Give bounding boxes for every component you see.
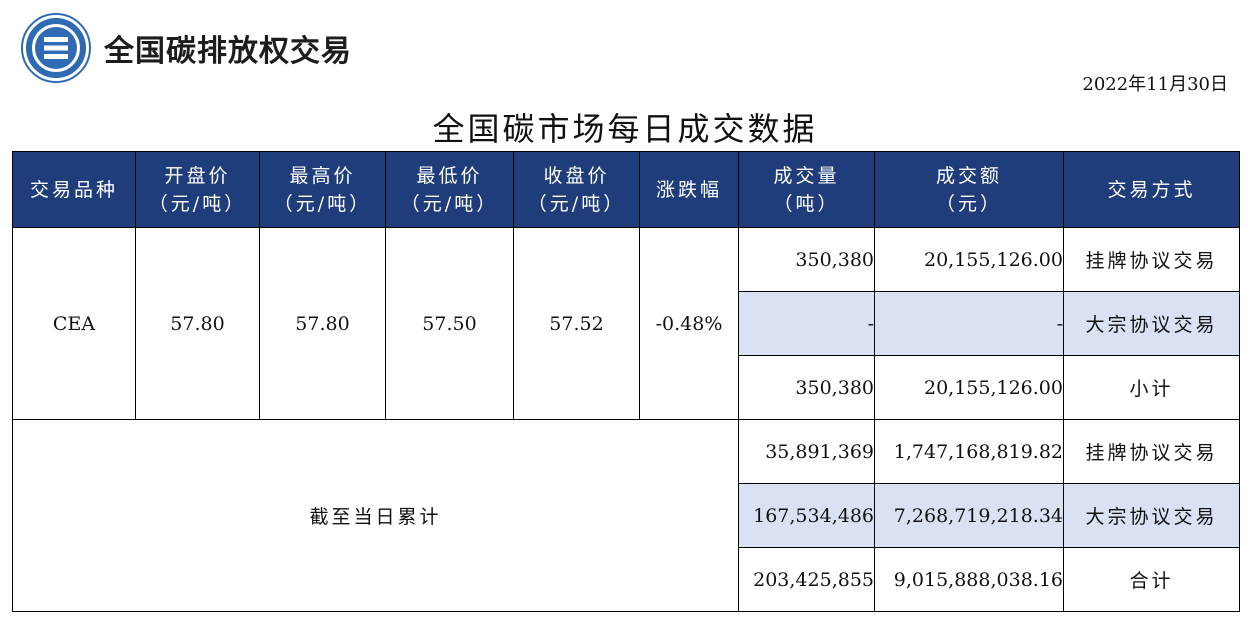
- method-cell: 合计: [1063, 547, 1240, 612]
- header-method: 交易方式: [1063, 151, 1240, 228]
- header-low: 最低价 （元/吨）: [385, 151, 514, 228]
- report-date: 2022年11月30日: [1082, 74, 1228, 95]
- amount-cell: 1,747,168,819.82: [874, 419, 1064, 484]
- amount-cell: 9,015,888,038.16: [874, 547, 1064, 612]
- org-name: 全国碳排放权交易: [104, 34, 352, 69]
- volume-cell: 35,891,369: [738, 419, 875, 484]
- amount-cell: 7,268,719,218.34: [874, 483, 1064, 548]
- volume-cell: 350,380: [738, 227, 875, 292]
- table-row: 167,534,486 7,268,719,218.34 大宗协议交易: [13, 483, 1240, 548]
- cumulative-label: 截至当日累计: [12, 419, 739, 612]
- volume-cell: 350,380: [738, 355, 875, 420]
- high-price: 57.80: [259, 227, 386, 420]
- table-row: 203,425,855 9,015,888,038.16 合计: [13, 547, 1240, 612]
- table-row: 截至当日累计 35,891,369 1,747,168,819.82 挂牌协议交…: [12, 419, 1240, 612]
- volume-cell: 203,425,855: [738, 547, 875, 612]
- price-change: -0.48%: [639, 227, 739, 420]
- close-price: 57.52: [513, 227, 640, 420]
- trading-data-table: 交易品种 开盘价 （元/吨） 最高价 （元/吨） 最低价 （元/吨） 收盘价 （元/吨）…: [12, 151, 1240, 612]
- page-title: 全国碳市场每日成交数据: [432, 110, 818, 148]
- method-cell: 挂牌协议交易: [1063, 419, 1240, 484]
- volume-cell: 167,534,486: [738, 483, 875, 548]
- volume-cell: -: [738, 291, 875, 356]
- method-cell: 大宗协议交易: [1063, 291, 1240, 356]
- header-row: 交易品种 开盘价 （元/吨） 最高价 （元/吨） 最低价 （元/吨） 收盘价 （元/吨）…: [12, 151, 1240, 228]
- amount-cell: 20,155,126.00: [874, 355, 1064, 420]
- amount-cell: 20,155,126.00: [874, 227, 1064, 292]
- cets-logo-icon: [21, 13, 91, 83]
- table-row: - - 大宗协议交易: [13, 291, 1240, 356]
- method-cell: 大宗协议交易: [1063, 483, 1240, 548]
- method-cell: 小计: [1063, 355, 1240, 420]
- amount-cell: -: [874, 291, 1064, 356]
- header-volume: 成交量 （吨）: [738, 151, 875, 228]
- table-row: 350,380 20,155,126.00 小计: [13, 355, 1240, 420]
- logo: 全国碳排放权交易: [20, 12, 352, 84]
- header-open: 开盘价 （元/吨）: [135, 151, 260, 228]
- header-amount: 成交额 （元）: [874, 151, 1064, 228]
- header-high: 最高价 （元/吨）: [259, 151, 386, 228]
- header-close: 收盘价 （元/吨）: [513, 151, 640, 228]
- low-price: 57.50: [385, 227, 514, 420]
- table-row: CEA 57.80 57.80 57.50 57.52 -0.48% 350,3…: [12, 227, 1240, 420]
- method-cell: 挂牌协议交易: [1063, 227, 1240, 292]
- header-change: 涨跌幅: [639, 151, 739, 228]
- open-price: 57.80: [135, 227, 260, 420]
- header-product: 交易品种: [12, 151, 136, 228]
- product-cell: CEA: [12, 227, 136, 420]
